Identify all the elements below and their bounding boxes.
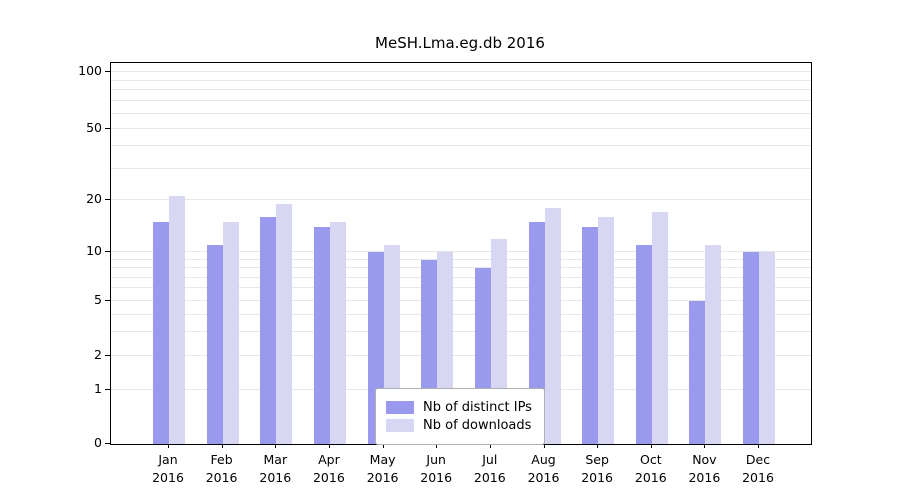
- legend-entry-downloads: Nb of downloads: [386, 418, 532, 433]
- gridline: [111, 330, 811, 332]
- gridline: [111, 127, 811, 129]
- legend-swatch-distinct-ips: [386, 401, 414, 414]
- x-tick-mark: [489, 444, 491, 448]
- gridline: [111, 89, 811, 91]
- x-tick-label: Feb 2016: [205, 452, 238, 486]
- bar-distinct-ips: [153, 221, 169, 444]
- x-tick-mark: [543, 444, 545, 448]
- bar-downloads: [705, 245, 722, 444]
- x-tick-mark: [328, 444, 330, 448]
- x-tick-label: Nov 2016: [688, 452, 721, 486]
- gridline: [111, 276, 811, 278]
- bar-downloads: [169, 196, 185, 444]
- x-tick-label: Sep 2016: [581, 452, 613, 486]
- y-tick-label: 10: [86, 243, 102, 259]
- plot-area: Nb of distinct IPs Nb of downloads: [110, 62, 812, 445]
- x-tick-mark: [221, 444, 223, 448]
- legend-swatch-downloads: [386, 419, 414, 432]
- bar-downloads: [651, 212, 668, 444]
- gridline: [111, 113, 811, 114]
- bar-distinct-ips: [206, 245, 223, 444]
- gridline: [111, 258, 811, 260]
- x-tick-mark: [704, 444, 706, 448]
- gridline: [111, 251, 811, 253]
- y-tick-mark: [105, 355, 110, 356]
- y-tick-mark: [105, 71, 110, 73]
- gridline: [111, 167, 811, 169]
- x-tick-label: Apr 2016: [312, 452, 345, 486]
- y-tick-label: 1: [94, 380, 102, 396]
- gridline: [111, 100, 811, 102]
- y-tick-mark: [105, 443, 110, 444]
- gridline: [111, 267, 811, 269]
- y-tick-mark: [105, 251, 110, 253]
- y-tick-label: 100: [78, 63, 102, 79]
- y-tick-label: 5: [94, 292, 102, 308]
- gridline: [111, 71, 811, 73]
- x-tick-mark: [382, 444, 384, 448]
- y-tick-label: 50: [86, 119, 102, 135]
- gridline: [111, 287, 811, 289]
- x-tick-label: Jan 2016: [152, 452, 184, 486]
- x-tick-label: Jun 2016: [420, 452, 453, 486]
- y-tick-mark: [105, 388, 110, 390]
- x-tick-label: Jul 2016: [473, 452, 506, 486]
- y-tick-label: 2: [94, 347, 102, 362]
- y-tick-label: 0: [94, 435, 102, 450]
- bar-downloads: [759, 252, 775, 444]
- legend-entry-distinct-ips: Nb of distinct IPs: [386, 400, 532, 415]
- x-tick-label: Oct 2016: [634, 452, 667, 486]
- y-tick-mark: [105, 199, 110, 201]
- gridline: [111, 145, 811, 147]
- gridline: [111, 313, 811, 315]
- x-tick-mark: [275, 444, 277, 448]
- x-tick-mark: [650, 444, 652, 448]
- bar-distinct-ips: [313, 227, 330, 444]
- bar-distinct-ips: [689, 301, 706, 444]
- gridline: [111, 355, 811, 356]
- x-tick-label: Aug 2016: [527, 452, 560, 486]
- bar-distinct-ips: [743, 252, 759, 444]
- x-tick-mark: [436, 444, 438, 448]
- chart-title: MeSH.Lma.eg.db 2016: [375, 34, 545, 52]
- gridline: [111, 300, 811, 302]
- x-tick-mark: [168, 444, 169, 448]
- y-tick-label: 20: [86, 191, 102, 207]
- bar-downloads: [329, 221, 346, 444]
- x-tick-label: Mar 2016: [259, 452, 292, 486]
- bar-distinct-ips: [635, 245, 652, 444]
- x-tick-mark: [597, 444, 599, 448]
- legend: Nb of distinct IPs Nb of downloads: [375, 388, 545, 445]
- bar-downloads: [222, 221, 239, 444]
- x-tick-label: May 2016: [366, 452, 399, 486]
- bar-downloads: [544, 208, 561, 444]
- x-tick-mark: [758, 444, 759, 448]
- y-tick-mark: [105, 300, 110, 302]
- bar-distinct-ips: [260, 217, 277, 444]
- bar-downloads: [276, 204, 293, 444]
- legend-label-downloads: Nb of downloads: [423, 418, 532, 433]
- bar-distinct-ips: [582, 227, 599, 444]
- gridline: [111, 79, 811, 81]
- legend-label-distinct-ips: Nb of distinct IPs: [423, 400, 532, 415]
- bar-downloads: [598, 217, 615, 444]
- x-tick-label: Dec 2016: [742, 452, 774, 486]
- y-tick-mark: [105, 127, 110, 129]
- gridline: [111, 199, 811, 201]
